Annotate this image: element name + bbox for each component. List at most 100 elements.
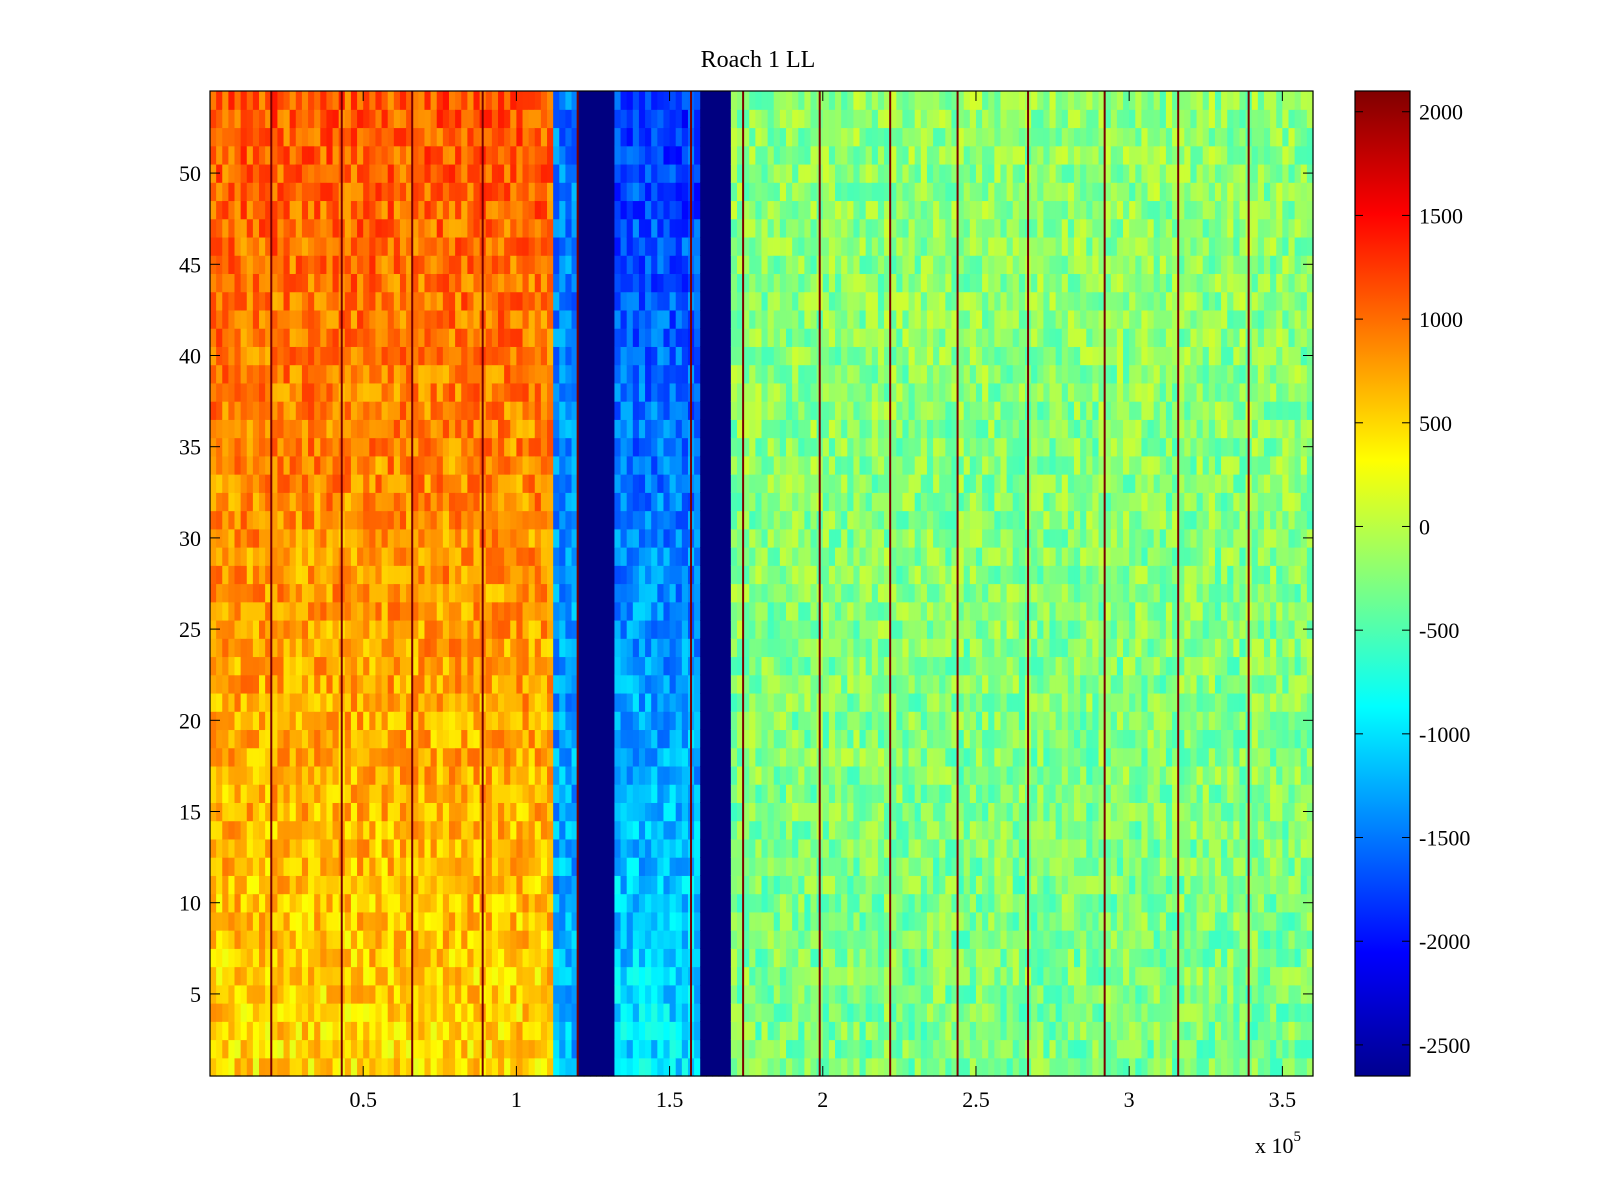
heatmap-cell: [602, 875, 609, 895]
heatmap-cell: [614, 692, 622, 712]
heatmap-cell: [228, 163, 236, 183]
heatmap-cell: [418, 747, 426, 767]
heatmap-cell: [259, 930, 266, 949]
heatmap-cell: [283, 765, 291, 785]
heatmap-cell: [259, 692, 266, 712]
heatmap-cell: [350, 528, 358, 548]
heatmap-cell: [743, 911, 750, 931]
heatmap-cell: [749, 966, 756, 986]
heatmap-cell: [614, 127, 622, 147]
heatmap-cell: [755, 510, 763, 530]
heatmap-cell: [522, 984, 530, 1004]
heatmap-cell: [553, 528, 560, 548]
heatmap-cell: [467, 583, 475, 603]
heatmap-cell: [308, 255, 315, 275]
heatmap-cell: [583, 966, 591, 986]
heatmap-cell: [663, 474, 671, 493]
heatmap-cell: [301, 984, 309, 1004]
heatmap-cell: [767, 309, 775, 329]
heatmap-cell: [387, 838, 395, 858]
heatmap-cell: [712, 382, 720, 402]
heatmap-cell: [632, 729, 640, 749]
heatmap-cell: [393, 528, 401, 548]
heatmap-cell: [669, 857, 677, 876]
heatmap-cell: [596, 364, 603, 384]
heatmap-cell: [632, 565, 640, 585]
heatmap-cell: [320, 857, 328, 876]
heatmap-cell: [326, 437, 334, 457]
heatmap-cell: [277, 437, 285, 457]
heatmap-cell: [602, 200, 609, 220]
heatmap-cell: [332, 966, 340, 986]
heatmap-cell: [412, 547, 419, 566]
heatmap-cell: [357, 711, 364, 731]
heatmap-cell: [540, 309, 548, 329]
heatmap-cell: [295, 91, 303, 110]
heatmap-cell: [363, 784, 370, 803]
heatmap-cell: [577, 328, 585, 347]
heatmap-cell: [596, 893, 603, 913]
heatmap-cell: [246, 401, 254, 420]
heatmap-cell: [424, 182, 432, 202]
heatmap-cell: [228, 875, 236, 895]
heatmap-cell: [210, 382, 217, 402]
heatmap-cell: [485, 966, 493, 986]
heatmap-cell: [418, 802, 426, 822]
heatmap-cell: [767, 328, 775, 347]
heatmap-cell: [308, 893, 315, 913]
heatmap-cell: [289, 893, 297, 913]
heatmap-cell: [265, 528, 272, 548]
heatmap-cell: [755, 565, 763, 585]
heatmap-cell: [565, 820, 573, 840]
heatmap-cell: [320, 419, 328, 439]
heatmap-cell: [657, 911, 665, 931]
heatmap-cell: [344, 601, 352, 621]
heatmap-cell: [393, 218, 401, 238]
heatmap-cell: [700, 1003, 707, 1022]
heatmap-cell: [522, 401, 530, 420]
heatmap-cell: [596, 273, 603, 293]
heatmap-cell: [694, 583, 701, 603]
heatmap-cell: [638, 291, 646, 311]
heatmap-cell: [301, 127, 309, 147]
heatmap-cell: [767, 838, 775, 858]
heatmap-cell: [755, 200, 763, 220]
heatmap-cell: [455, 747, 462, 767]
heatmap-cell: [326, 127, 334, 147]
heatmap-cell: [681, 765, 689, 785]
heatmap-cell: [694, 656, 701, 676]
heatmap-cell: [761, 820, 769, 840]
heatmap-cell: [418, 765, 426, 785]
heatmap-cell: [583, 711, 591, 731]
heatmap-cell: [326, 163, 334, 183]
heatmap-cell: [712, 182, 720, 202]
heatmap-cell: [473, 401, 481, 420]
heatmap-cell: [418, 692, 426, 712]
heatmap-cell: [620, 729, 628, 749]
heatmap-cell: [491, 163, 499, 183]
heatmap-cell: [767, 784, 775, 803]
heatmap-cell: [565, 1021, 573, 1041]
heatmap-cell: [491, 109, 499, 129]
heatmap-cell: [448, 838, 456, 858]
heatmap-cell: [448, 437, 456, 457]
heatmap-cell: [571, 711, 579, 731]
heatmap-cell: [283, 601, 291, 621]
heatmap-cell: [706, 820, 714, 840]
heatmap-cell: [645, 127, 652, 147]
heatmap-cell: [718, 692, 726, 712]
heatmap-cell: [602, 309, 609, 329]
heatmap-cell: [504, 583, 511, 603]
heatmap-cell: [448, 802, 456, 822]
heatmap-cell: [528, 1039, 536, 1059]
heatmap-cell: [749, 1057, 756, 1077]
heatmap-cell: [638, 236, 646, 256]
heatmap-cell: [736, 91, 744, 110]
heatmap-cell: [577, 455, 585, 475]
heatmap-cell: [596, 729, 603, 749]
heatmap-cell: [589, 145, 597, 165]
heatmap-cell: [736, 583, 744, 603]
heatmap-cell: [730, 218, 738, 238]
heatmap-cell: [228, 948, 236, 968]
heatmap-cell: [730, 583, 738, 603]
